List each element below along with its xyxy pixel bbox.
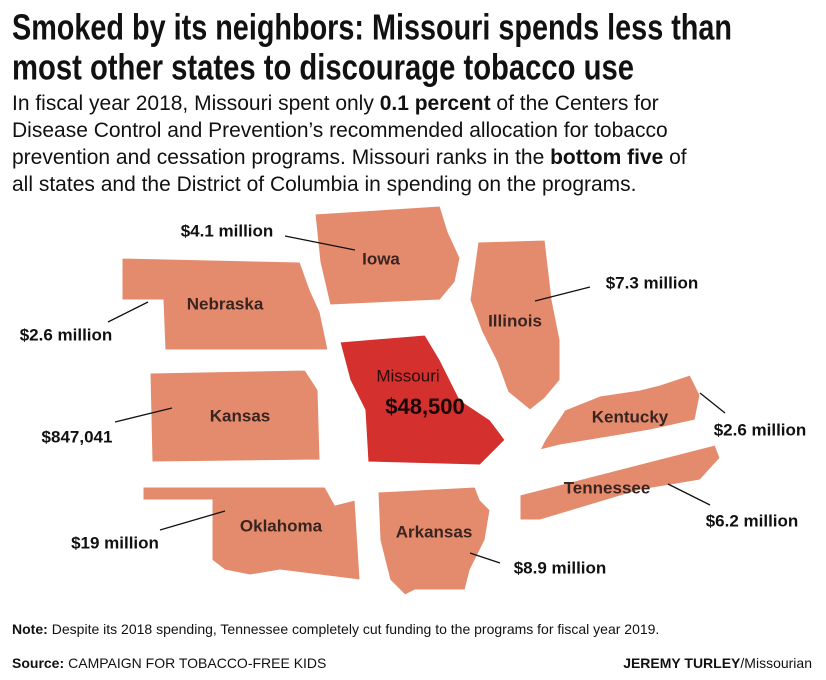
map: Nebraska $2.6 million Iowa $4.1 million Illi… [20,205,807,596]
state-name: Iowa [362,249,400,268]
state-shape [149,369,321,463]
state-spending: $19 million [71,533,159,552]
subtitle-line: In fiscal year 2018, Missouri spent only… [12,92,659,115]
state-spending: $4.1 million [181,221,274,240]
leader-line [159,510,226,531]
note-text: Despite its 2018 spending, Tennessee com… [52,621,660,637]
leader-line [107,301,149,323]
leader-line [469,552,501,564]
state-spending: $847,041 [42,427,113,446]
subtitle-segment: In fiscal year 2018, Missouri spent only [12,92,380,115]
subtitle-line: prevention and cessation programs. Misso… [12,146,687,169]
subtitle-segment: of the Centers for [491,92,659,115]
subtitle-segment: 0.1 percent [380,92,491,115]
subtitle-segment: Disease Control and Prevention’s recomme… [12,119,668,142]
source: Source: CAMPAIGN FOR TOBACCO-FREE KIDS [12,655,326,671]
state-spending: $2.6 million [20,325,113,344]
state-name: Illinois [488,311,542,330]
leader-line [699,392,726,414]
leader-line [667,483,711,506]
state-shape [339,334,506,466]
note: Note: Despite its 2018 spending, Tennesse… [12,621,659,637]
state-name: Oklahoma [240,516,323,535]
subtitle-segment: of [663,146,687,169]
credit-name: JEREMY TURLEY [623,655,741,671]
state-shape [469,239,561,411]
state-shape [142,486,361,581]
subtitle-segment: prevention and cessation programs. Misso… [12,146,550,169]
source-text: CAMPAIGN FOR TOBACCO-FREE KIDS [68,655,326,671]
subtitle-segment: bottom five [550,146,663,169]
title-line: most other states to discourage tobacco … [12,47,634,88]
state-name: Arkansas [396,522,473,541]
credit: JEREMY TURLEY/Missourian [623,655,812,671]
note-label: Note: [12,621,48,637]
state-shape [539,374,701,451]
leader-line [534,286,591,302]
leader-line [114,407,173,423]
state-shape [121,257,329,351]
state-name: Nebraska [187,294,264,313]
subtitle-line: all states and the District of Columbia … [12,173,637,196]
state-spending: $8.9 million [514,558,607,577]
state-spending: $6.2 million [706,511,799,530]
state-name: Missouri [376,366,439,385]
state-shape [314,205,461,306]
state-name: Kentucky [592,407,669,426]
state-name: Tennessee [564,478,651,497]
subtitle-segment: all states and the District of Columbia … [12,173,637,196]
source-label: Source: [12,655,64,671]
state-shape [377,486,491,596]
leader-line [284,235,356,251]
state-spending: $48,500 [385,394,465,419]
state-spending: $2.6 million [714,420,807,439]
state-spending: $7.3 million [606,273,699,292]
subtitle-line: Disease Control and Prevention’s recomme… [12,119,668,142]
credit-org: /Missourian [740,655,812,671]
state-name: Kansas [210,406,270,425]
title-line: Smoked by its neighbors: Missouri spends… [12,7,732,48]
